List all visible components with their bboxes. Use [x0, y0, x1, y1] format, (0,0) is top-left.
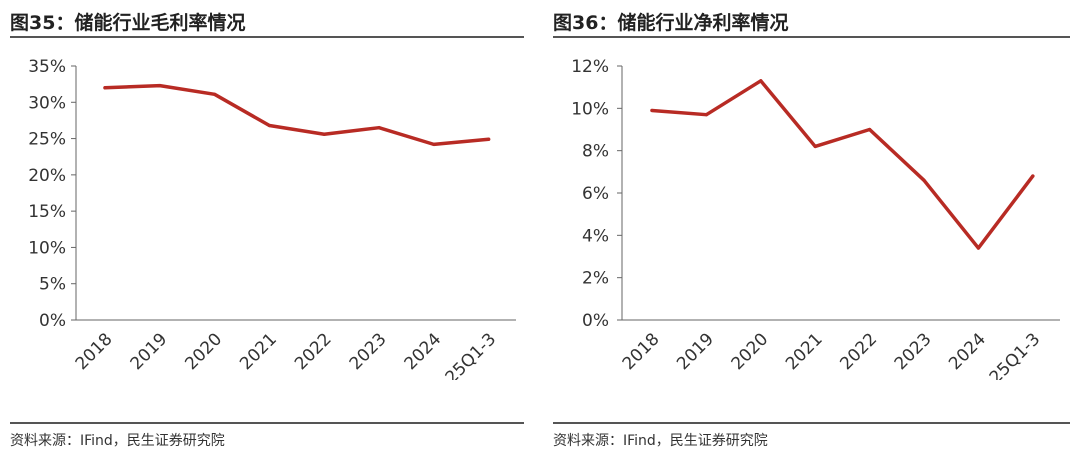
data-point — [1031, 174, 1035, 178]
x-tick-label: 2022 — [291, 329, 336, 374]
y-tick-label: 10% — [28, 238, 66, 258]
x-tick-label: 2023 — [346, 329, 391, 374]
data-point — [813, 144, 817, 149]
x-tick-label: 2021 — [782, 329, 827, 374]
data-point — [322, 132, 326, 136]
y-tick-label: 2% — [582, 269, 609, 289]
y-tick-label: 10% — [571, 99, 609, 119]
y-tick-label: 0% — [582, 311, 609, 331]
data-point — [267, 123, 271, 128]
x-tick-label: 2020 — [181, 329, 226, 374]
chart-title: 图36：储能行业净利率情况 — [553, 12, 789, 34]
title-rule — [553, 36, 1070, 38]
source-note: 资料来源：IFind，民生证券研究院 — [553, 433, 768, 449]
x-tick-label: 2020 — [728, 329, 773, 374]
data-point — [487, 137, 491, 141]
y-tick-label: 15% — [28, 202, 66, 222]
data-point — [759, 79, 763, 83]
y-tick-label: 25% — [28, 130, 66, 150]
data-point — [213, 92, 217, 96]
y-tick-label: 6% — [582, 184, 609, 204]
y-tick-label: 35% — [28, 57, 66, 77]
title-rule — [10, 36, 524, 38]
chart-title: 图35：储能行业毛利率情况 — [10, 12, 246, 34]
series-line — [103, 83, 491, 147]
y-tick-label: 12% — [571, 57, 609, 77]
data-point — [377, 126, 381, 130]
y-tick-label: 0% — [39, 311, 66, 331]
x-tick-label: 2018 — [619, 329, 664, 374]
gross-margin-panel: 图35：储能行业毛利率情况 0% 5% 10% 15% 20% 25% 30% 35% 2018… — [10, 0, 524, 454]
x-tick-label: 2024 — [945, 329, 990, 374]
x-tick-label: 2019 — [673, 329, 718, 374]
y-tick-label: 4% — [582, 226, 609, 246]
data-point — [868, 127, 872, 132]
x-tick-label: 2019 — [127, 329, 172, 374]
gross-margin-chart: 0%5%10%15%20%25%30%35%2018 2019 2020 2021 20… — [28, 57, 516, 380]
data-point — [103, 86, 107, 90]
y-tick-label: 30% — [28, 93, 66, 113]
data-point — [650, 108, 654, 113]
data-point — [976, 246, 980, 250]
y-tick-label: 5% — [39, 275, 66, 295]
x-tick-label: 2022 — [836, 329, 881, 374]
x-tick-label: 25Q1-3 — [442, 329, 501, 380]
x-tick-label: 2018 — [72, 329, 117, 374]
series-line — [650, 79, 1035, 250]
x-tick-label: 2021 — [236, 329, 281, 374]
data-point — [432, 142, 436, 146]
data-point — [922, 178, 926, 182]
data-point — [704, 113, 708, 117]
net-margin-panel: 图36：储能行业净利率情况 0% 2% 4% 6% 8% 10% 12% 2018 2019 20… — [553, 0, 1070, 454]
source-rule — [10, 422, 524, 424]
y-tick-label: 20% — [28, 166, 66, 186]
x-tick-label: 25Q1-3 — [986, 329, 1045, 380]
net-margin-chart: 0% 2% 4% 6% 8% 10% 12% 2018 2019 2020 2021 2022 2023… — [571, 57, 1060, 380]
x-tick-label: 2023 — [891, 329, 936, 374]
source-rule — [553, 422, 1070, 424]
source-note: 资料来源：IFind，民生证券研究院 — [10, 433, 225, 449]
data-point — [158, 83, 162, 88]
x-tick-label: 2024 — [401, 329, 446, 374]
y-tick-label: 8% — [582, 142, 609, 162]
